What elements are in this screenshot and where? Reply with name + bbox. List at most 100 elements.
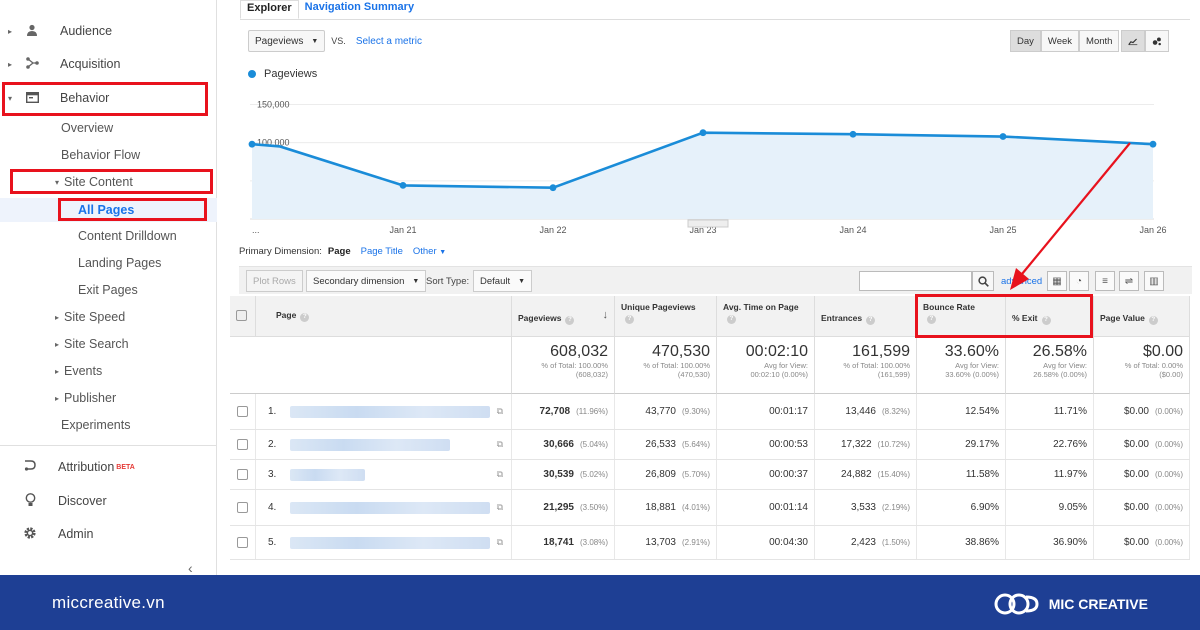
external-link-icon[interactable]: ⧉ — [496, 502, 503, 512]
sidebar-item-behavior[interactable]: ▾ Behavior — [0, 85, 217, 111]
header-page[interactable]: Page? — [256, 296, 512, 337]
metric-select[interactable]: Pageviews ▼ — [248, 30, 326, 52]
sidebar-item-site-content[interactable]: ▾ Site Content — [55, 171, 133, 193]
header-pageviews[interactable]: Pageviews? ↓ — [512, 296, 615, 337]
summary-unique-pageviews: 470,530% of Total: 100.00% (470,530) — [615, 337, 717, 394]
help-icon[interactable]: ? — [625, 315, 634, 324]
sidebar-item-overview[interactable]: Overview — [61, 117, 113, 139]
sidebar-item-acquisition[interactable]: ▸ Acquisition — [0, 51, 217, 77]
week-button[interactable]: Week — [1040, 30, 1080, 52]
external-link-icon[interactable]: ⧉ — [496, 406, 503, 416]
sidebar-item-experiments[interactable]: Experiments — [61, 414, 130, 436]
help-icon[interactable]: ? — [727, 315, 736, 324]
page-url-blurred[interactable] — [290, 405, 490, 418]
sidebar-item-all-pages[interactable]: All Pages — [78, 199, 134, 221]
cell-value: 21,295 — [543, 502, 574, 513]
sidebar-item-label: Experiments — [61, 418, 131, 432]
primary-dimension-page-title[interactable]: Page Title — [360, 246, 403, 257]
chevron-down-icon: ▼ — [311, 37, 319, 45]
tab-navigation-summary[interactable]: Navigation Summary — [304, 1, 415, 13]
entrances-cell: 3,533 (2.19%) — [815, 490, 917, 525]
cell-value: 43,770 — [645, 406, 676, 417]
avg-time-cell: 00:00:53 — [717, 430, 815, 459]
header-avg-time[interactable]: Avg. Time on Page? — [717, 296, 815, 337]
sidebar-item-attribution[interactable]: Attribution BETA — [0, 454, 217, 480]
page-value-cell: $0.00 (0.00%) — [1094, 394, 1190, 429]
help-icon[interactable]: ? — [1041, 316, 1051, 325]
cell-value: 38.86% — [965, 537, 999, 548]
comparison-view-icon[interactable]: ⇌ — [1119, 271, 1139, 291]
external-link-icon[interactable]: ⧉ — [496, 537, 503, 547]
sidebar-item-events[interactable]: ▸ Events — [55, 360, 102, 382]
day-button[interactable]: Day — [1010, 30, 1041, 52]
select-metric-link[interactable]: Select a metric — [355, 35, 422, 47]
month-button[interactable]: Month — [1079, 30, 1120, 52]
cell-value: 30,666 — [543, 439, 574, 450]
cell-percent: (15.40%) — [877, 470, 910, 479]
sidebar-item-label: Site Search — [64, 337, 129, 351]
select-all-checkbox[interactable] — [236, 310, 247, 321]
sort-type-select[interactable]: Default ▼ — [473, 270, 533, 292]
row-checkbox[interactable] — [237, 502, 248, 513]
sidebar-item-behavior-flow[interactable]: Behavior Flow — [61, 144, 140, 166]
page-url-blurred[interactable] — [290, 501, 490, 514]
cell-value: 00:00:37 — [769, 469, 808, 480]
search-icon[interactable] — [972, 271, 994, 291]
pivot-view-icon[interactable]: ▥ — [1144, 271, 1164, 291]
metric-select-value: Pageviews — [255, 35, 304, 47]
data-point — [1149, 140, 1157, 148]
motion-chart-icon[interactable] — [1145, 30, 1169, 52]
help-icon[interactable]: ? — [866, 316, 876, 325]
tab-explorer[interactable]: Explorer — [240, 0, 299, 19]
external-link-icon[interactable]: ⧉ — [496, 439, 503, 449]
primary-dimension-other[interactable]: Other ▼ — [413, 246, 446, 257]
x-tick-label: Jan 23 — [689, 225, 716, 235]
performance-view-icon[interactable]: ≡ — [1095, 271, 1115, 291]
footer-site-url[interactable]: miccreative.vn — [52, 593, 165, 612]
table-view-icon[interactable]: ▦ — [1047, 271, 1067, 291]
exit-cell: 11.71% — [1006, 394, 1094, 429]
row-checkbox[interactable] — [237, 537, 248, 548]
chart-legend: Pageviews — [248, 68, 317, 80]
help-icon[interactable]: ? — [927, 315, 936, 324]
table-search-input[interactable] — [859, 271, 972, 291]
header-unique-pageviews[interactable]: Unique Pageviews? — [615, 296, 717, 337]
collapse-sidebar-icon[interactable]: ‹ — [188, 560, 193, 576]
page-url-blurred[interactable] — [290, 468, 365, 481]
page-url-blurred[interactable] — [290, 536, 490, 549]
help-icon[interactable]: ? — [300, 313, 310, 322]
sidebar-item-admin[interactable]: Admin — [0, 521, 217, 547]
row-checkbox[interactable] — [237, 406, 248, 417]
sidebar-item-site-speed[interactable]: ▸ Site Speed — [55, 306, 125, 328]
header-bounce-rate[interactable]: Bounce Rate? — [917, 296, 1006, 337]
sidebar-item-discover[interactable]: Discover — [0, 488, 217, 514]
help-icon[interactable]: ? — [1148, 316, 1158, 325]
external-link-icon[interactable]: ⧉ — [496, 469, 503, 479]
sidebar-item-content-drilldown[interactable]: Content Drilldown — [78, 225, 177, 247]
advanced-filter-link[interactable]: advanced — [1001, 276, 1043, 287]
chevron-down-icon: ▼ — [412, 277, 420, 285]
row-checkbox[interactable] — [237, 439, 248, 450]
header-entrances[interactable]: Entrances? — [815, 296, 917, 337]
plot-rows-button[interactable]: Plot Rows — [246, 270, 303, 292]
sidebar-item-publisher[interactable]: ▸ Publisher — [55, 387, 116, 409]
row-number: 5. — [268, 537, 277, 548]
sidebar-item-audience[interactable]: ▸ Audience — [0, 18, 217, 44]
unique-pageviews-cell: 18,881 (4.01%) — [615, 490, 717, 525]
header-label: Unique Pageviews — [621, 302, 696, 312]
line-chart-icon[interactable] — [1121, 30, 1145, 52]
sidebar-item-exit-pages[interactable]: Exit Pages — [78, 279, 138, 301]
summary-note: % of Total: 100.00% — [843, 361, 910, 370]
primary-dimension-row: Primary Dimension: Page Page Title Other… — [239, 246, 446, 257]
header-exit[interactable]: % Exit? — [1006, 296, 1094, 337]
row-checkbox[interactable] — [237, 469, 248, 480]
header-page-value[interactable]: Page Value? — [1094, 296, 1190, 337]
page-url-blurred[interactable] — [290, 438, 450, 451]
help-icon[interactable]: ? — [565, 316, 575, 325]
secondary-dimension-select[interactable]: Secondary dimension ▼ — [306, 270, 427, 292]
sidebar-item-site-search[interactable]: ▸ Site Search — [55, 333, 129, 355]
summary-note: % of Total: 0.00% — [1124, 361, 1183, 370]
sidebar-item-landing-pages[interactable]: Landing Pages — [78, 252, 161, 274]
pie-view-icon[interactable]: ◔ — [1069, 271, 1089, 291]
avg-time-cell: 00:01:17 — [717, 394, 815, 429]
